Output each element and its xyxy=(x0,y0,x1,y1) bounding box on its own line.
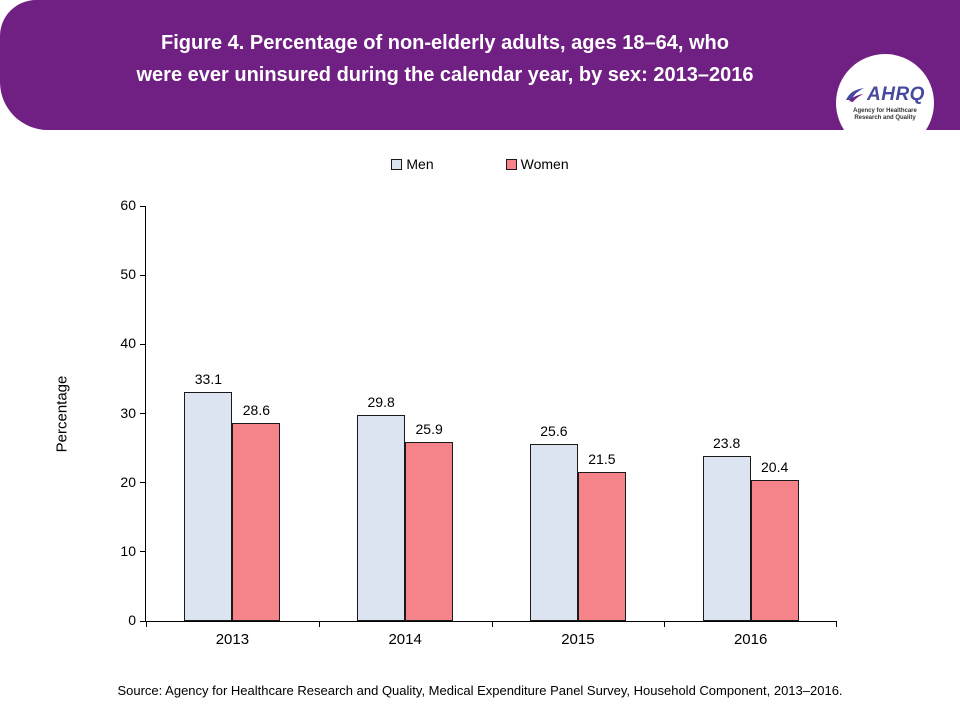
bar-value-label: 25.6 xyxy=(540,422,568,439)
legend-label-women: Women xyxy=(520,156,569,172)
bar-value-label: 23.8 xyxy=(713,435,741,452)
legend-item-women: Women xyxy=(505,156,569,172)
ahrq-logo-row: AHRQ xyxy=(845,84,925,106)
figure-title-line2: were ever uninsured during the calendar … xyxy=(136,64,754,86)
legend-swatch-men xyxy=(391,158,403,170)
bar-women-2013 xyxy=(232,423,281,621)
y-tick-label: 10 xyxy=(120,542,136,559)
bar-men-2016 xyxy=(702,456,751,621)
bar-men-2014 xyxy=(357,414,406,621)
x-category-label: 2015 xyxy=(561,631,595,648)
x-tick-mark xyxy=(318,621,320,627)
x-tick-mark xyxy=(664,621,666,627)
bar-men-2015 xyxy=(529,443,578,621)
y-tick-mark xyxy=(140,620,146,622)
y-axis-title: Percentage xyxy=(53,375,71,453)
y-tick-mark xyxy=(140,551,146,553)
y-tick-mark xyxy=(140,413,146,414)
y-tick-mark xyxy=(140,274,146,276)
x-category-label: 2013 xyxy=(215,631,250,648)
ahrq-logo-tagline: Agency for Healthcare Research and Quali… xyxy=(853,108,917,121)
legend-label-men: Men xyxy=(406,156,434,172)
legend-swatch-women xyxy=(505,158,517,170)
y-tick-mark xyxy=(140,206,146,207)
ahrq-logo-text: AHRQ xyxy=(867,84,925,105)
bar-women-2015 xyxy=(577,472,626,621)
figure-title-line1: Figure 4. Percentage of non-elderly adul… xyxy=(161,32,729,54)
y-tick-label: 20 xyxy=(120,473,136,490)
header-banner: Figure 4. Percentage of non-elderly adul… xyxy=(0,0,960,130)
y-tick-label: 40 xyxy=(120,335,136,352)
x-tick-mark xyxy=(836,621,837,627)
y-tick-label: 50 xyxy=(120,266,136,283)
plot-area: 0 10 20 30 40 50 60 33.1 28.6 2013 29.8 25.9 2014 25.… xyxy=(120,197,837,648)
x-tick-mark xyxy=(146,621,147,627)
x-category-label: 2014 xyxy=(388,631,422,648)
bar-value-label: 33.1 xyxy=(194,371,222,388)
x-tick-mark xyxy=(491,621,493,627)
bar-women-2016 xyxy=(750,479,799,621)
x-category-label: 2016 xyxy=(733,631,768,648)
source-note: Source: Agency for Healthcare Research a… xyxy=(117,683,843,698)
bar-value-label: 25.9 xyxy=(415,420,443,437)
y-tick-mark xyxy=(140,343,146,345)
legend-item-men: Men xyxy=(391,156,434,172)
bar-value-label: 28.6 xyxy=(242,402,270,419)
y-tick-label: 60 xyxy=(120,197,136,213)
bar-women-2014 xyxy=(405,441,454,621)
legend: Men Women xyxy=(0,156,960,172)
bar-men-2013 xyxy=(184,392,233,621)
y-tick-label: 30 xyxy=(120,404,136,421)
y-tick-label: 0 xyxy=(128,612,136,628)
bar-value-label: 21.5 xyxy=(588,451,616,468)
ahrq-logo: AHRQ Agency for Healthcare Research and … xyxy=(836,54,934,152)
y-tick-mark xyxy=(140,482,146,484)
bar-value-label: 29.8 xyxy=(367,393,395,410)
bar-value-label: 20.4 xyxy=(761,458,789,475)
ahrq-eagle-icon xyxy=(846,88,865,102)
